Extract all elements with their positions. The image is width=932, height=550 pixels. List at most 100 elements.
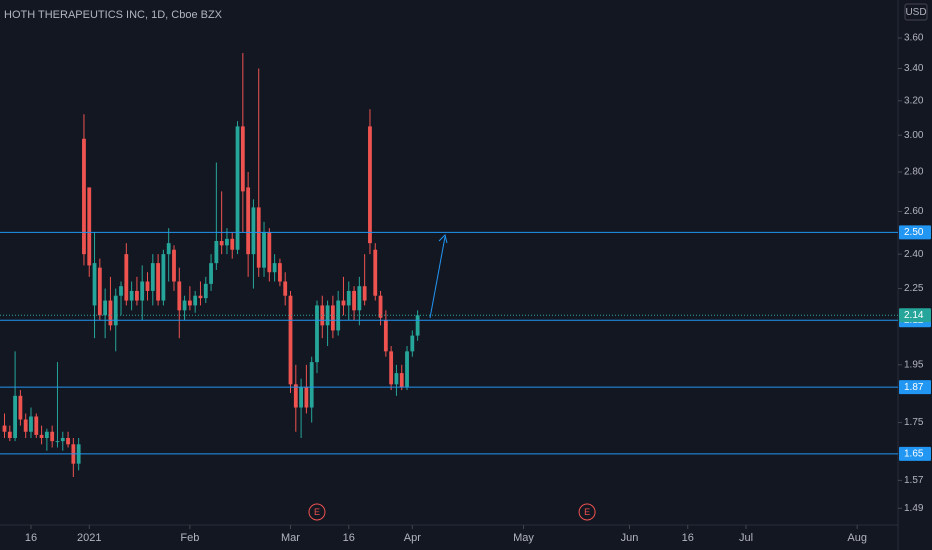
candle-body	[399, 373, 404, 388]
y-tick-label: 2.60	[904, 206, 924, 217]
candle-body	[166, 243, 171, 255]
candle-body	[352, 290, 356, 311]
candle-body	[203, 283, 208, 299]
y-tick-label: 1.49	[904, 503, 924, 514]
candle-body	[82, 138, 86, 255]
candle-body	[410, 335, 415, 352]
candle-body	[161, 254, 166, 301]
candle-body	[267, 232, 272, 273]
x-tick-label: 16	[343, 532, 355, 544]
candle-body	[193, 295, 198, 306]
candle-body	[66, 437, 70, 445]
level-label: 1.87	[904, 382, 924, 393]
candle-body	[140, 281, 145, 301]
y-tick-label: 2.40	[904, 249, 924, 260]
level-label-box	[899, 225, 931, 240]
candle-body	[293, 384, 298, 408]
candle-body	[389, 351, 394, 385]
candle-body	[235, 126, 240, 250]
candle-body	[357, 286, 362, 311]
candle-body	[44, 431, 49, 438]
candle-body	[330, 305, 335, 331]
event-label: E	[584, 507, 590, 517]
last-price-box	[899, 308, 931, 323]
y-tick-label: 3.60	[904, 33, 924, 44]
candle-body	[50, 431, 55, 442]
candle-body	[39, 434, 44, 438]
candle-body	[129, 290, 134, 301]
candle-body	[97, 267, 102, 316]
candle-body	[415, 315, 420, 336]
candle-body	[7, 431, 12, 438]
x-tick-label: Feb	[180, 532, 199, 544]
candle-body	[198, 295, 203, 299]
x-tick-label: Jun	[621, 532, 639, 544]
candle-body	[214, 240, 219, 264]
candle-body	[262, 232, 266, 268]
candle-body	[113, 295, 118, 326]
y-tick-label: 3.00	[904, 130, 924, 141]
y-tick-label: 2.80	[904, 167, 924, 178]
y-tick-label: 1.57	[904, 475, 924, 486]
y-tick-label: 1.75	[904, 417, 924, 428]
candle-body	[315, 305, 319, 363]
y-tick-label: 3.20	[904, 95, 924, 106]
candle-body	[60, 437, 65, 442]
candle-body	[346, 290, 351, 306]
candle-body	[150, 263, 155, 291]
candle-body	[172, 249, 176, 282]
candle-body	[103, 300, 108, 316]
x-tick-label: May	[513, 532, 534, 544]
candle-body	[230, 238, 235, 250]
candle-body	[92, 263, 97, 306]
candle-body	[240, 126, 245, 192]
candle-body	[378, 295, 383, 318]
x-tick-label: Jul	[739, 532, 753, 544]
level-label: 1.65	[904, 449, 924, 460]
candle-body	[336, 300, 341, 331]
annotation-arrow	[429, 236, 446, 319]
last-price-label: 2.14	[904, 310, 924, 321]
candle-body	[272, 263, 277, 273]
chart-title: HOTH THERAPEUTICS INC, 1D, Cboe BZX	[4, 9, 223, 21]
y-tick-label: 1.95	[904, 359, 924, 370]
candle-body	[187, 300, 192, 306]
candle-body	[394, 373, 399, 385]
candle-body	[256, 207, 261, 268]
event-marker	[578, 503, 596, 521]
x-tick-label: Aug	[847, 532, 867, 544]
candle-body	[362, 286, 367, 301]
candle-body	[225, 238, 229, 246]
candle-body	[209, 263, 213, 284]
candle-body	[55, 441, 60, 443]
candle-body	[2, 425, 7, 432]
candle-body	[177, 281, 182, 311]
candle-body	[182, 300, 187, 311]
candle-body	[309, 362, 314, 408]
candle-body	[278, 263, 282, 282]
level-label-box	[899, 380, 931, 395]
candle-body	[87, 187, 92, 266]
candle-body	[251, 207, 256, 255]
candle-body	[119, 286, 123, 296]
candle-body	[124, 254, 129, 301]
candle-body	[373, 249, 378, 296]
candle-body	[368, 126, 372, 244]
x-tick-label: Apr	[404, 532, 421, 544]
y-tick-label: 2.25	[904, 283, 924, 294]
level-label: 2.50	[904, 227, 924, 238]
candle-body	[145, 281, 150, 291]
x-tick-label: 16	[25, 532, 37, 544]
event-label: E	[314, 507, 320, 517]
candle-body	[219, 240, 224, 246]
candle-body	[304, 387, 309, 408]
event-marker	[308, 503, 326, 521]
candle-body	[135, 290, 139, 301]
candle-body	[34, 416, 39, 435]
annotation-arrowhead	[438, 234, 448, 244]
x-tick-label: Mar	[281, 532, 300, 544]
x-tick-label: 16	[682, 532, 694, 544]
candle-body	[405, 351, 409, 388]
